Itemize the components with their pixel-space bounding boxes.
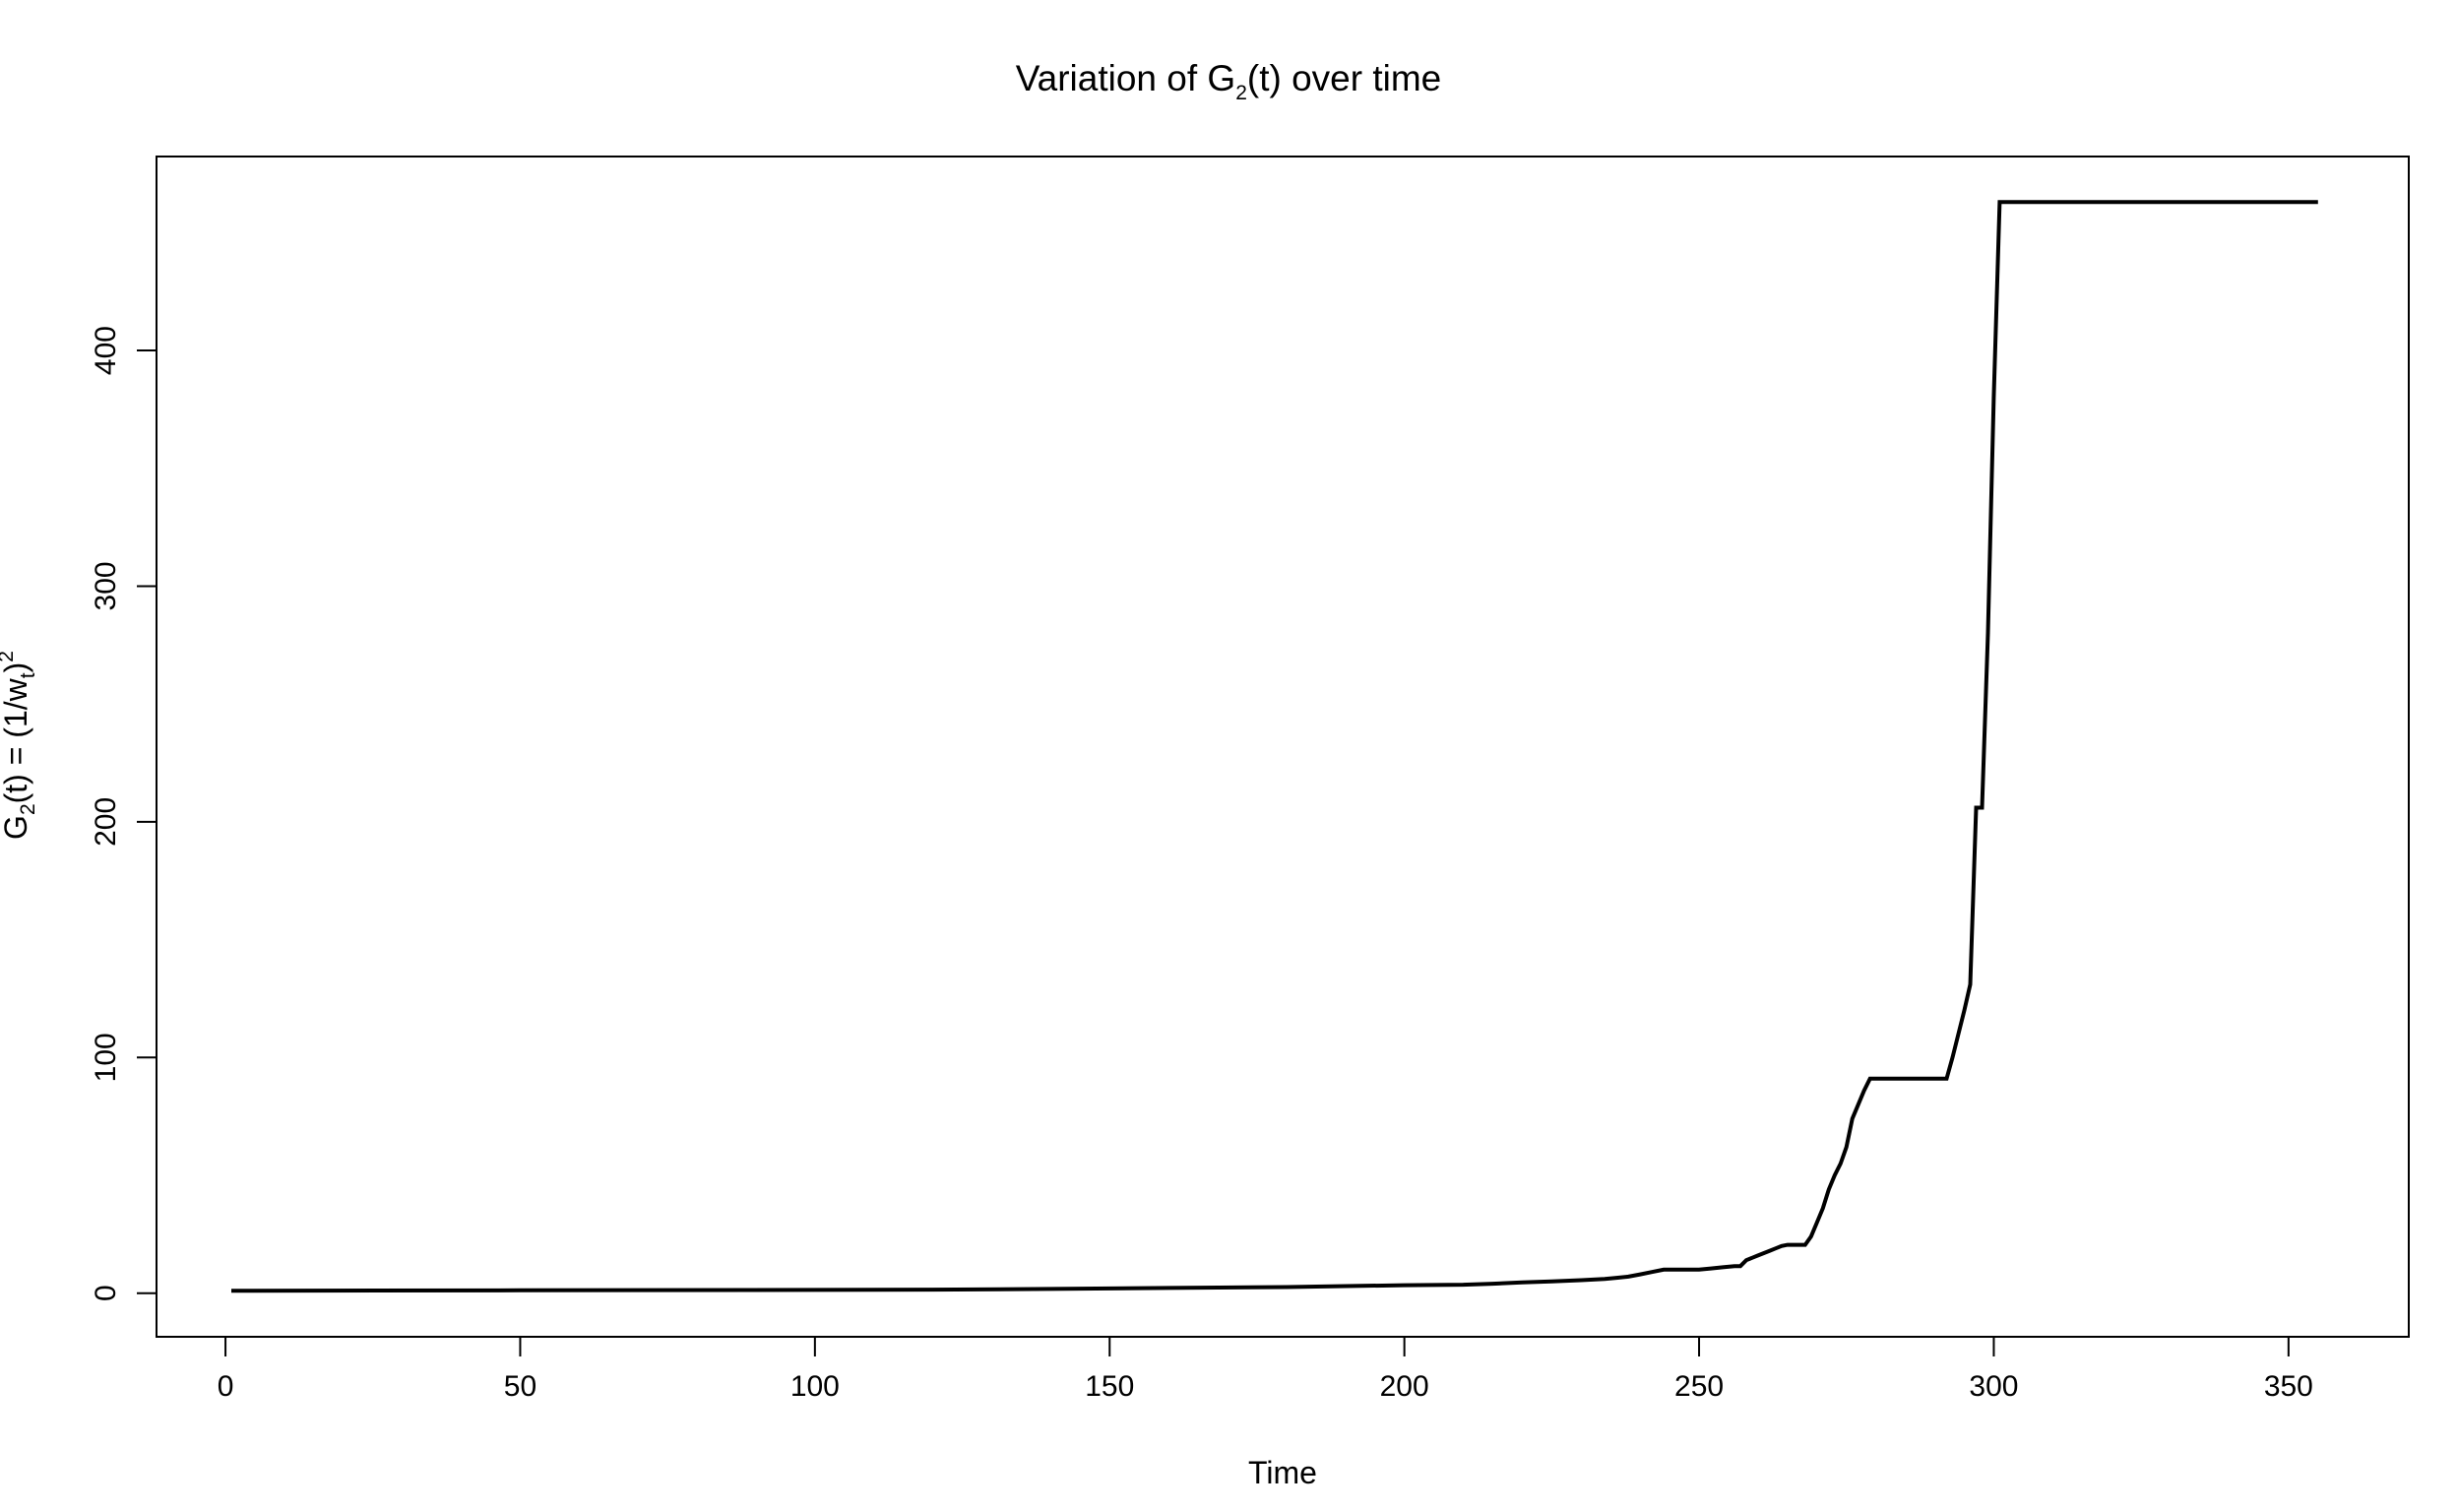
plot-frame bbox=[156, 156, 2410, 1338]
x-tick-label: 100 bbox=[790, 1370, 840, 1403]
x-tick-label: 300 bbox=[1969, 1370, 2018, 1403]
x-tick-label: 250 bbox=[1674, 1370, 1724, 1403]
y-tick-label: 100 bbox=[90, 1033, 122, 1082]
x-tick-label: 200 bbox=[1380, 1370, 1429, 1403]
x-tick-label: 50 bbox=[504, 1370, 536, 1403]
y-tick-label: 0 bbox=[90, 1285, 122, 1301]
y-axis: 0 100 200 300 400 bbox=[90, 326, 158, 1301]
y-tick-label: 400 bbox=[90, 326, 122, 375]
y-tick-label: 300 bbox=[90, 561, 122, 610]
series-line bbox=[230, 200, 2318, 1293]
y-tick-label: 200 bbox=[90, 797, 122, 847]
x-axis: 0 50 100 150 200 250 300 350 bbox=[218, 1336, 2313, 1403]
x-tick-label: 0 bbox=[218, 1370, 234, 1403]
x-tick-label: 350 bbox=[2264, 1370, 2313, 1403]
y-axis-label: G2(t) = (1/wt)2 bbox=[0, 651, 39, 840]
x-axis-label: Time bbox=[1248, 1455, 1317, 1490]
chart-title: Variation of G2(t) over time bbox=[1016, 58, 1442, 104]
x-tick-label: 150 bbox=[1085, 1370, 1134, 1403]
